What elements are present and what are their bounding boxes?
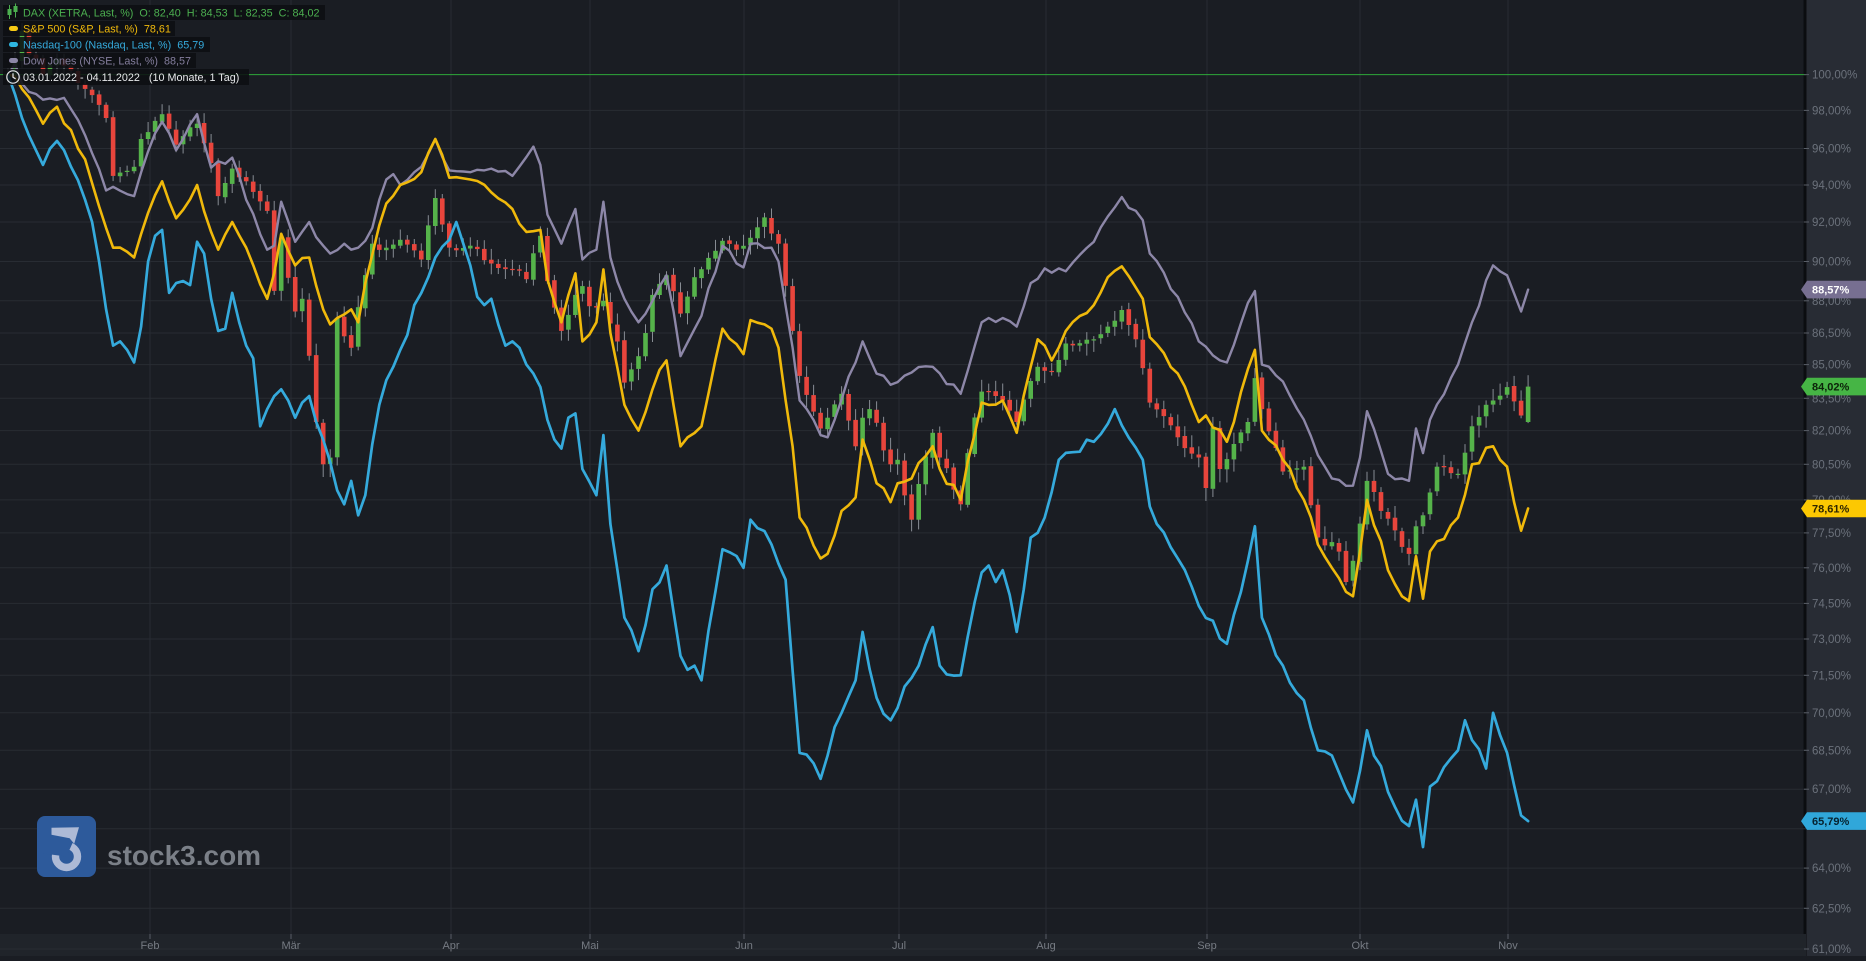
svg-text:84,02%: 84,02%	[1812, 382, 1850, 394]
svg-text:82,00%: 82,00%	[1812, 426, 1851, 438]
svg-text:Dow Jones (NYSE, Last, %) 88,: Dow Jones (NYSE, Last, %) 88,57	[23, 56, 191, 68]
svg-text:Mai: Mai	[581, 940, 599, 952]
svg-text:62,50%: 62,50%	[1812, 903, 1851, 915]
svg-text:67,00%: 67,00%	[1812, 784, 1851, 796]
svg-text:74,50%: 74,50%	[1812, 598, 1851, 610]
svg-text:Mär: Mär	[282, 940, 301, 952]
svg-text:98,00%: 98,00%	[1812, 105, 1851, 117]
svg-text:Nasdaq-100 (Nasdaq, Last, %): Nasdaq-100 (Nasdaq, Last, %) 65,79	[23, 40, 204, 52]
svg-text:85,00%: 85,00%	[1812, 360, 1851, 372]
svg-text:stock3.com: stock3.com	[107, 840, 261, 871]
svg-text:90,00%: 90,00%	[1812, 257, 1851, 269]
svg-text:Nov: Nov	[1498, 940, 1518, 952]
svg-text:Apr: Apr	[442, 940, 459, 952]
svg-text:71,50%: 71,50%	[1812, 670, 1851, 682]
svg-text:65,79%: 65,79%	[1812, 816, 1850, 828]
svg-text:77,50%: 77,50%	[1812, 528, 1851, 540]
svg-text:Aug: Aug	[1036, 940, 1056, 952]
svg-text:S&P 500 (S&P, Last, %) 78,61: S&P 500 (S&P, Last, %) 78,61	[23, 24, 171, 36]
svg-text:03.01.2022 - 04.11.2022 (10: 03.01.2022 - 04.11.2022 (10 Monate, 1 Ta…	[23, 72, 239, 84]
svg-text:61,00%: 61,00%	[1812, 944, 1851, 956]
svg-text:64,00%: 64,00%	[1812, 863, 1851, 875]
svg-text:78,61%: 78,61%	[1812, 504, 1850, 516]
svg-text:Okt: Okt	[1351, 940, 1368, 952]
svg-text:88,00%: 88,00%	[1812, 296, 1851, 308]
svg-text:88,57%: 88,57%	[1812, 285, 1850, 297]
svg-text:Jul: Jul	[892, 940, 906, 952]
svg-text:86,50%: 86,50%	[1812, 328, 1851, 340]
svg-text:83,50%: 83,50%	[1812, 393, 1851, 405]
svg-text:76,00%: 76,00%	[1812, 563, 1851, 575]
svg-text:Sep: Sep	[1197, 940, 1217, 952]
svg-text:DAX (XETRA, Last, %) O: 82,40: DAX (XETRA, Last, %) O: 82,40 H: 84,53 L…	[23, 8, 319, 20]
svg-text:80,50%: 80,50%	[1812, 459, 1851, 471]
svg-text:73,00%: 73,00%	[1812, 634, 1851, 646]
svg-text:92,00%: 92,00%	[1812, 217, 1851, 229]
svg-text:94,00%: 94,00%	[1812, 180, 1851, 192]
svg-text:68,50%: 68,50%	[1812, 745, 1851, 757]
svg-text:Feb: Feb	[141, 940, 160, 952]
svg-text:Jun: Jun	[735, 940, 753, 952]
svg-text:100,00%: 100,00%	[1812, 70, 1857, 82]
svg-text:70,00%: 70,00%	[1812, 708, 1851, 720]
svg-text:96,00%: 96,00%	[1812, 144, 1851, 156]
